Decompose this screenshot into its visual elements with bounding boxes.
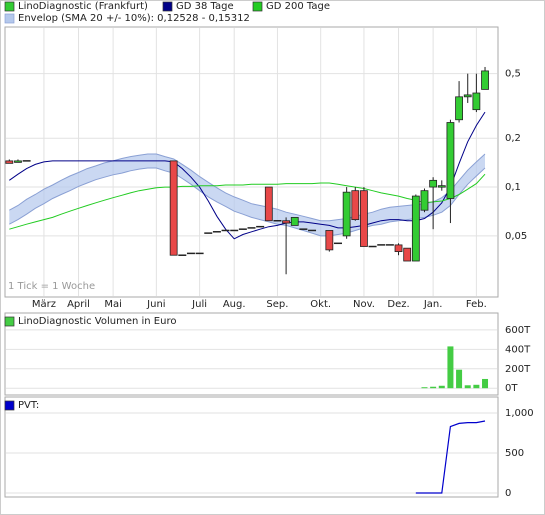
y-tick-label: 400T xyxy=(505,344,531,355)
x-tick-label: Nov. xyxy=(353,299,375,310)
x-tick-label: Aug. xyxy=(223,299,246,310)
candle-body xyxy=(282,220,290,224)
candle-body xyxy=(394,244,403,253)
legend-swatch xyxy=(4,13,15,24)
volume-panel xyxy=(4,312,499,396)
y-tick-label: 1,000 xyxy=(505,408,534,419)
x-tick-label: April xyxy=(67,299,90,310)
x-tick-label: Sep. xyxy=(266,299,288,310)
candle-body xyxy=(411,195,420,262)
x-tick-label: Mai xyxy=(104,299,122,310)
candle-body xyxy=(420,190,429,211)
y-tick-label: 500 xyxy=(505,448,524,459)
volume-bar xyxy=(464,385,471,389)
legend-label: LinoDiagnostic (Frankfurt) xyxy=(18,1,148,12)
volume-bar xyxy=(430,386,437,389)
moving-average xyxy=(9,173,486,230)
y-tick-label: 0T xyxy=(505,383,518,394)
candle-body xyxy=(472,92,481,111)
y-tick-label: 0 xyxy=(505,488,511,499)
volume-bar xyxy=(438,385,445,389)
candle-body xyxy=(5,160,14,164)
legend-swatch xyxy=(4,400,15,411)
candle-body xyxy=(481,70,489,90)
pvt-panel xyxy=(4,396,499,498)
legend-swatch xyxy=(162,1,173,12)
candle-body xyxy=(351,190,360,221)
x-tick-label: Juni xyxy=(146,299,165,310)
candle-body xyxy=(264,186,273,222)
x-tick-label: Feb. xyxy=(466,299,487,310)
legend-label: PVT: xyxy=(18,400,39,411)
candle-body xyxy=(290,217,299,226)
envelope-lower xyxy=(9,167,486,237)
legend-label: GD 38 Tage xyxy=(176,1,234,12)
volume-bar xyxy=(482,378,489,389)
y-tick-label: 200T xyxy=(505,364,531,375)
envelope-upper xyxy=(9,153,486,222)
candle-body xyxy=(403,247,412,262)
x-tick-label: Jan. xyxy=(423,299,443,310)
candle-body xyxy=(360,190,368,247)
candle-body xyxy=(325,230,334,251)
candle-body xyxy=(342,191,351,237)
candle-body xyxy=(169,160,178,256)
candle-body xyxy=(463,94,472,98)
candle-body xyxy=(437,185,446,188)
x-tick-label: Okt. xyxy=(310,299,331,310)
volume-bar xyxy=(473,384,480,389)
volume-bar xyxy=(447,346,454,389)
legend-label: GD 200 Tage xyxy=(266,1,330,12)
legend-label: Envelop (SMA 20 +/- 10%): 0,12528 - 0,15… xyxy=(18,13,250,24)
y-tick-label: 600T xyxy=(505,325,531,336)
y-tick-label: 0,5 xyxy=(505,69,521,80)
y-tick-label: 0,1 xyxy=(505,182,521,193)
annotation: 1 Tick = 1 Woche xyxy=(8,281,95,292)
y-tick-label: 0,05 xyxy=(505,231,527,242)
volume-bar xyxy=(421,387,428,389)
y-tick-label: 0,2 xyxy=(505,133,521,144)
legend-swatch xyxy=(4,316,15,327)
candle-body xyxy=(455,96,463,121)
volume-bar xyxy=(456,369,463,389)
x-tick-label: Juli xyxy=(191,299,207,310)
legend-swatch xyxy=(4,1,15,12)
x-tick-label: Dez. xyxy=(387,299,409,310)
candle-body xyxy=(429,179,438,188)
pvt-line xyxy=(415,420,486,494)
candle-body xyxy=(14,160,22,163)
x-tick-label: März xyxy=(32,299,56,310)
legend-label: LinoDiagnostic Volumen in Euro xyxy=(18,316,176,327)
moving-average xyxy=(9,111,486,240)
legend-swatch xyxy=(252,1,263,12)
candle-body xyxy=(446,122,455,199)
